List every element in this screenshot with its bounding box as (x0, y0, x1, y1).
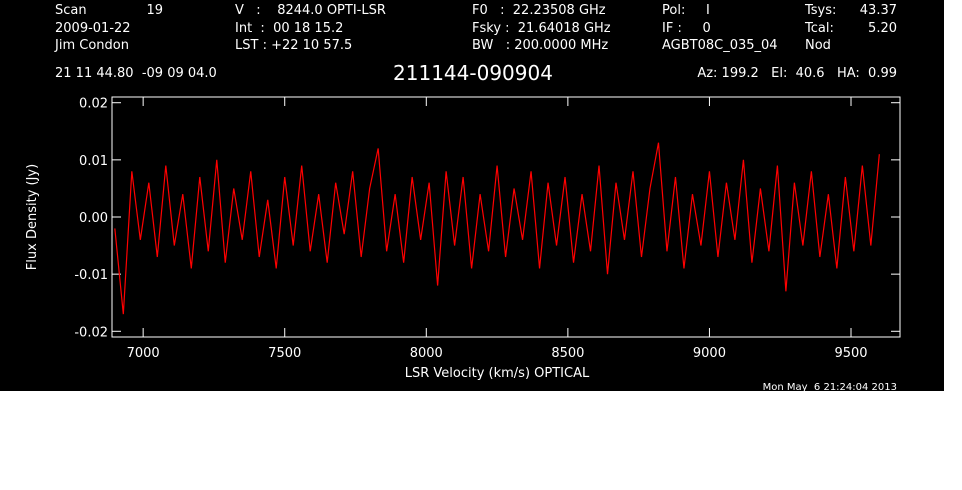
x-tick-label: 9000 (693, 346, 726, 361)
header-text: Pol: I (662, 3, 710, 18)
y-tick-label: 0.02 (79, 97, 108, 112)
x-axis-label: LSR Velocity (km/s) OPTICAL (405, 366, 590, 381)
header-text: 43.37 (860, 3, 897, 18)
spectrum-line (114, 142, 880, 315)
x-tick-label: 7500 (268, 346, 301, 361)
y-tick-label: 0.01 (79, 154, 108, 169)
header-text: Jim Condon (54, 38, 129, 53)
x-tick-label: 8500 (551, 346, 584, 361)
header-text: V : 8244.0 OPTI-LSR (235, 3, 386, 18)
header-text: BW : 200.0000 MHz (472, 38, 608, 53)
header-text: AGBT08C_035_04 (662, 38, 778, 53)
header-text: Int : 00 18 15.2 (235, 21, 343, 36)
header-text: 19 (146, 3, 163, 18)
chart-title: 211144-090904 (393, 61, 553, 85)
header-text: Az: 199.2 El: 40.6 HA: 0.99 (697, 66, 897, 81)
header-text: Nod (805, 38, 831, 53)
header-text: 2009-01-22 (55, 21, 131, 36)
x-tick-label: 7000 (127, 346, 160, 361)
header-text: LST : +22 10 57.5 (235, 38, 352, 53)
header-text: Tsys: (804, 3, 836, 18)
header-text: 5.20 (868, 21, 897, 36)
header-text: IF : 0 (662, 21, 711, 36)
y-tick-label: -0.02 (74, 325, 108, 340)
x-tick-label: 9500 (834, 346, 867, 361)
header-text: 21 11 44.80 -09 09 04.0 (55, 66, 217, 81)
plot-background (0, 0, 944, 391)
timestamp: Mon May 6 21:24:04 2013 (763, 382, 897, 393)
x-tick-label: 8000 (410, 346, 443, 361)
header-text: F0 : 22.23508 GHz (472, 3, 606, 18)
header-text: Fsky : 21.64018 GHz (472, 21, 611, 36)
y-axis-label: Flux Density (Jy) (25, 164, 40, 270)
y-tick-label: 0.00 (79, 211, 108, 226)
y-tick-label: -0.01 (74, 268, 108, 283)
header-text: Tcal: (804, 21, 834, 36)
header-text: Scan (55, 3, 87, 18)
